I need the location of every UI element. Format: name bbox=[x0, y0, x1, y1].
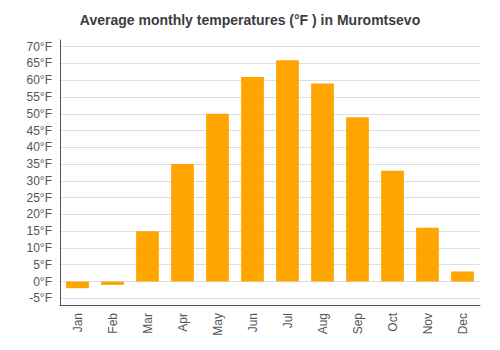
svg-text:Sep: Sep bbox=[351, 313, 365, 335]
svg-text:55°F: 55°F bbox=[27, 90, 52, 104]
svg-text:Average monthly temperatures (: Average monthly temperatures (°F ) in Mu… bbox=[80, 12, 420, 28]
svg-text:15°F: 15°F bbox=[27, 224, 52, 238]
svg-text:25°F: 25°F bbox=[27, 191, 52, 205]
svg-text:Jun: Jun bbox=[246, 313, 260, 332]
svg-text:Jul: Jul bbox=[281, 313, 295, 328]
svg-text:Jan: Jan bbox=[71, 313, 85, 332]
svg-text:-5°F: -5°F bbox=[29, 291, 52, 305]
svg-text:Apr: Apr bbox=[176, 313, 190, 332]
svg-text:60°F: 60°F bbox=[27, 73, 52, 87]
svg-text:30°F: 30°F bbox=[27, 174, 52, 188]
svg-text:Aug: Aug bbox=[316, 313, 330, 334]
svg-text:Oct: Oct bbox=[386, 312, 400, 331]
svg-text:Nov: Nov bbox=[421, 313, 435, 334]
svg-text:40°F: 40°F bbox=[27, 140, 52, 154]
svg-text:65°F: 65°F bbox=[27, 56, 52, 70]
svg-text:50°F: 50°F bbox=[27, 107, 52, 121]
svg-text:10°F: 10°F bbox=[27, 241, 52, 255]
svg-text:45°F: 45°F bbox=[27, 124, 52, 138]
svg-text:Dec: Dec bbox=[456, 313, 470, 334]
svg-text:May: May bbox=[211, 313, 225, 336]
svg-text:Feb: Feb bbox=[106, 313, 120, 334]
svg-text:0°F: 0°F bbox=[33, 275, 52, 289]
svg-text:Mar: Mar bbox=[141, 313, 155, 334]
svg-text:20°F: 20°F bbox=[27, 207, 52, 221]
svg-text:5°F: 5°F bbox=[33, 258, 52, 272]
svg-text:35°F: 35°F bbox=[27, 157, 52, 171]
svg-text:70°F: 70°F bbox=[27, 40, 52, 54]
